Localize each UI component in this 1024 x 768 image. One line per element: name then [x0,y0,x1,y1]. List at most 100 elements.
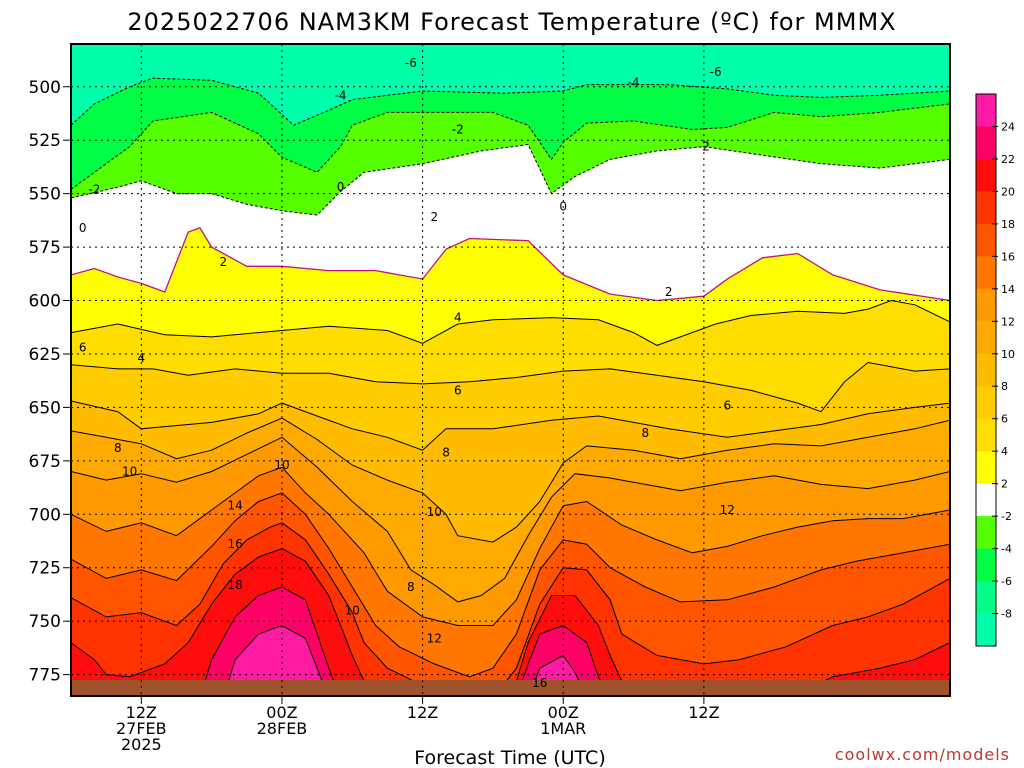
colorbar-label: -4 [1001,543,1012,556]
contour-label: 6 [723,398,731,412]
colorbar-label: 8 [1001,380,1008,393]
contour-label: -2 [698,140,710,154]
contour-label: -2 [88,182,100,196]
contour-line-14 [71,492,950,678]
contour-label: 6 [79,341,87,355]
y-tick-label: 675 [29,452,61,472]
y-tick-label: 725 [29,559,61,579]
colorbar: 24 22 20 18 16 14 12 10 8 6 4 2 -2 -4 -6 -8 [975,93,1015,647]
grid-lines [71,44,950,696]
contour-label: 0 [79,221,87,235]
contour-label: 2 [430,210,438,224]
contour-label: 10 [427,505,442,519]
colorbar-swatch [976,483,996,517]
colorbar-label: -2 [1001,510,1012,523]
contour-label: -6 [405,56,417,70]
contour-label: -4 [628,75,640,89]
colorbar-label: 24 [1001,120,1015,133]
y-tick-label: 750 [29,612,61,632]
x-tick-label: 28FEB [257,719,308,738]
colorbar-label: 2 [1001,478,1008,491]
contour-label: 8 [407,580,415,594]
contour-label: 16 [532,676,547,690]
contour-line--6 [71,77,950,126]
colorbar-swatch [976,288,996,322]
colorbar-swatch [976,613,996,647]
colorbar-label: 22 [1001,153,1015,166]
contour-label: 10 [122,465,137,479]
contour-label: 10 [274,458,289,472]
contour-line-0 [71,227,950,302]
colorbar-swatch [976,386,996,420]
y-tick-label: 500 [29,78,61,98]
contour-label: 2 [220,255,228,269]
contour-label: 12 [427,631,442,645]
colorbar-swatch [976,451,996,485]
contour-label: 12 [720,503,735,517]
y-tick-label: 775 [29,666,61,686]
y-tick-label: 700 [29,505,61,525]
colorbar-label: 10 [1001,348,1015,361]
contour-line-4 [71,361,950,413]
colorbar-swatch [976,223,996,257]
x-tick-label: 00Z [266,703,297,722]
x-tick-label: 1MAR [540,719,586,738]
colorbar-swatch [976,581,996,615]
x-tick-label: 12Z [126,703,157,722]
x-tick-label: 12Z [407,703,438,722]
colorbar-swatch [976,548,996,582]
x-axis-label: Forecast Time (UTC) [414,747,605,768]
y-tick-label: 575 [29,238,61,258]
colorbar-label: 12 [1001,315,1015,328]
colorbar-swatch [976,158,996,192]
colorbar-label: 18 [1001,218,1015,231]
contour-line--4 [71,103,950,190]
y-tick-label: 550 [29,185,61,205]
contour-line-2 [71,299,950,346]
contour-label: 2 [665,285,673,299]
contour-line-16 [71,522,950,696]
colorbar-label: 6 [1001,413,1008,426]
colorbar-swatch [976,256,996,290]
colorbar-label: -6 [1001,575,1012,588]
chart-title: 2025022706 NAM3KM Forecast Temperature (… [127,8,896,36]
x-tick-label: 00Z [548,703,579,722]
band-22 [224,625,586,696]
contour-line-6 [71,400,950,451]
colorbar-label: -8 [1001,608,1012,621]
surface-ground [71,680,950,696]
plot-frame [70,43,951,697]
y-tick-label: 625 [29,345,61,365]
colorbar-swatch [976,191,996,225]
contour-label: 16 [227,537,242,551]
colorbar-swatch [976,126,996,160]
x-tick-label: 12Z [688,703,719,722]
colorbar-swatch [976,418,996,452]
contour-label: 4 [454,311,462,325]
contour-label: 0 [559,199,567,213]
contour-label: 14 [227,499,242,513]
y-axis: 500 525 550 575 600 625 650 675 700 725 750 775 [29,78,71,686]
contour-label: 4 [137,351,145,365]
colorbar-label: 20 [1001,185,1015,198]
contour-label: 18 [227,578,242,592]
x-tick-label: 2025 [121,735,162,754]
contour-label: 8 [641,426,649,440]
x-tick-label: 27FEB [116,719,167,738]
colorbar-swatch [976,353,996,387]
contour-label: -6 [710,65,722,79]
colorbar-swatch [976,94,996,127]
contour-line-10 [71,436,950,603]
contour-label: 8 [114,441,122,455]
contour-label: 8 [442,445,450,459]
colorbar-swatch [976,516,996,550]
colorbar-label: 14 [1001,283,1015,296]
contour-label: 6 [454,383,462,397]
contour-label: 10 [345,603,360,617]
y-tick-label: 600 [29,292,61,312]
y-tick-label: 525 [29,131,61,151]
contour-label: -2 [452,123,464,137]
